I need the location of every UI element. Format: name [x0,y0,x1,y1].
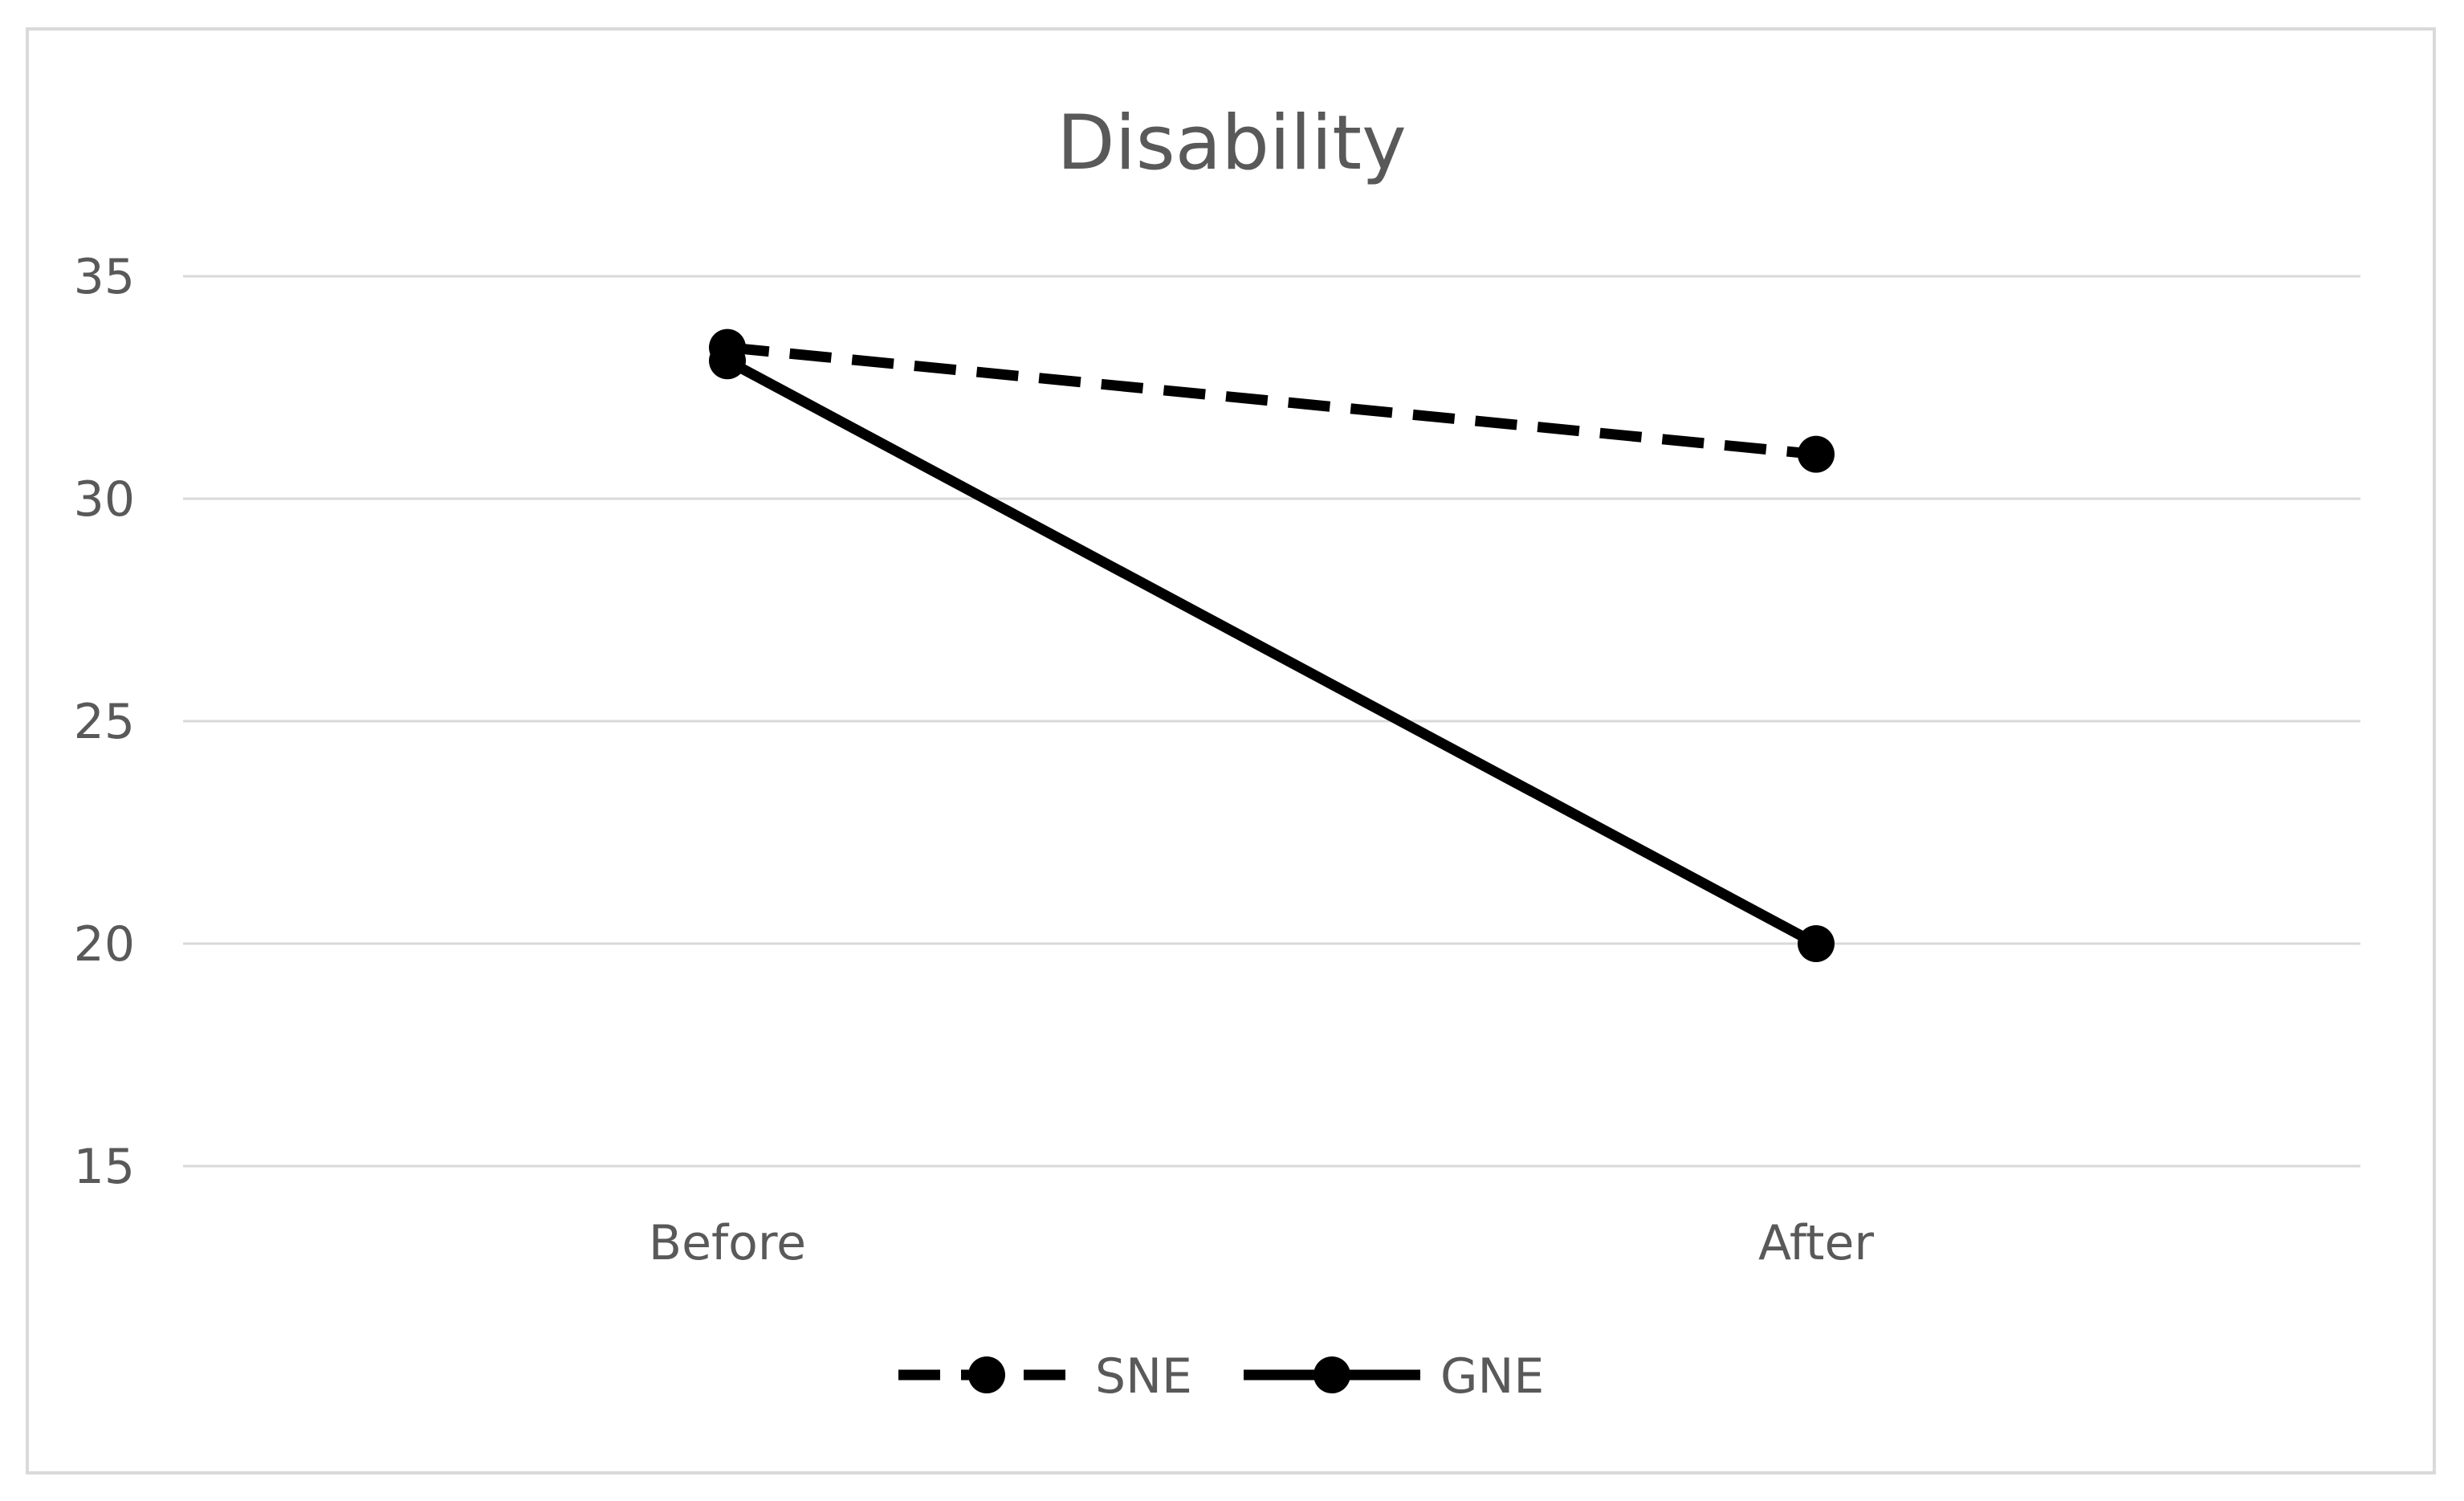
legend-marker [1313,1356,1350,1393]
series-sne [709,328,1835,473]
x-tick-label: After [1758,1215,1874,1271]
data-point [709,342,746,380]
legend-label: SNE [1095,1348,1192,1405]
chart-title: Disability [1057,100,1407,187]
y-tick-label: 35 [74,249,135,305]
y-tick-label: 30 [74,471,135,528]
legend-label: GNE [1440,1348,1544,1405]
series-gne [709,342,1835,962]
gridlines [183,275,2360,1168]
series-line-gne [724,356,1819,948]
series-line-sne [727,342,1817,460]
legend: SNE GNE [898,1348,1544,1405]
x-axis-ticks: Before After [649,1215,1874,1271]
legend-entry-gne: GNE [1244,1348,1544,1405]
x-tick-label: Before [649,1215,806,1271]
y-tick-label: 20 [74,916,135,973]
legend-entry-sne: SNE [898,1348,1192,1405]
data-point [1798,435,1835,473]
y-tick-label: 15 [74,1139,135,1195]
y-tick-label: 25 [74,694,135,750]
chart-frame [26,27,2436,1474]
legend-marker [968,1356,1005,1393]
series-layer [709,328,1835,962]
data-point [1798,925,1835,962]
y-axis-ticks: 15 20 25 30 35 [74,249,135,1195]
